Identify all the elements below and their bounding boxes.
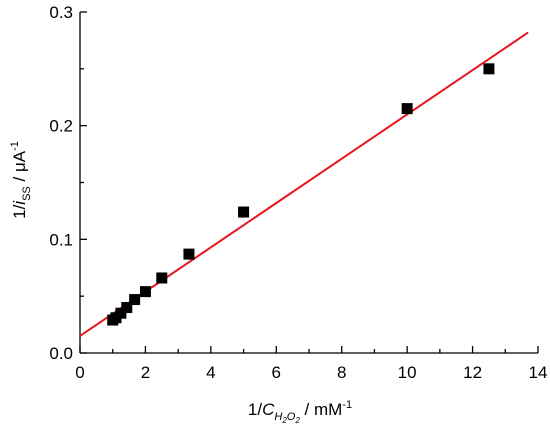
tick-labels: 0 2 4 6 8 10 12 14 0.0 0.1 0.2 0.3: [49, 3, 547, 382]
x-tick-label: 4: [206, 363, 215, 382]
y-tick-label: 0.0: [49, 344, 73, 363]
data-point: [115, 307, 127, 319]
data-point: [139, 286, 151, 298]
x-label-sub-2b: 2: [294, 416, 300, 425]
data-point: [401, 103, 413, 115]
x-tick-label: 2: [141, 363, 150, 382]
x-label-sub-h: H: [274, 411, 282, 423]
x-tick-label: 10: [398, 363, 417, 382]
data-point: [483, 63, 495, 75]
x-label-prefix: 1/: [248, 400, 262, 419]
y-label-unit: / μA: [10, 150, 29, 186]
data-point: [183, 248, 195, 260]
y-tick-label: 0.3: [49, 3, 73, 22]
data-point: [121, 302, 133, 314]
x-label-var: C: [262, 400, 275, 419]
data-point: [156, 272, 168, 284]
y-label-prefix: 1/: [10, 204, 29, 218]
x-tick-label: 12: [463, 363, 482, 382]
data-points: [107, 63, 495, 326]
data-point: [238, 206, 250, 218]
x-tick-label: 0: [75, 363, 84, 382]
x-label-sup: -1: [342, 399, 352, 411]
x-tick-label: 6: [272, 363, 281, 382]
y-tick-label: 0.1: [49, 230, 73, 249]
x-tick-label: 8: [337, 363, 346, 382]
y-label-sub: SS: [21, 186, 33, 201]
y-label-sup: -1: [9, 141, 21, 151]
fit-line: [79, 31, 529, 337]
x-tick-label: 14: [529, 363, 548, 382]
y-tick-label: 0.2: [49, 117, 73, 136]
y-axis-label: 1/iSS / μA-1: [9, 141, 33, 219]
data-point: [129, 294, 141, 306]
x-label-unit: / mM: [300, 400, 343, 419]
ticks: [79, 11, 539, 354]
x-label-sub-2a: 2: [281, 416, 287, 425]
x-axis-label: 1/CH2O2 / mM-1: [248, 399, 352, 425]
x-label-sub-o: O: [287, 411, 296, 423]
y-label-var: i: [10, 200, 29, 205]
plot-area: 0 2 4 6 8 10 12 14 0.0 0.1 0.2 0.3: [49, 3, 547, 382]
